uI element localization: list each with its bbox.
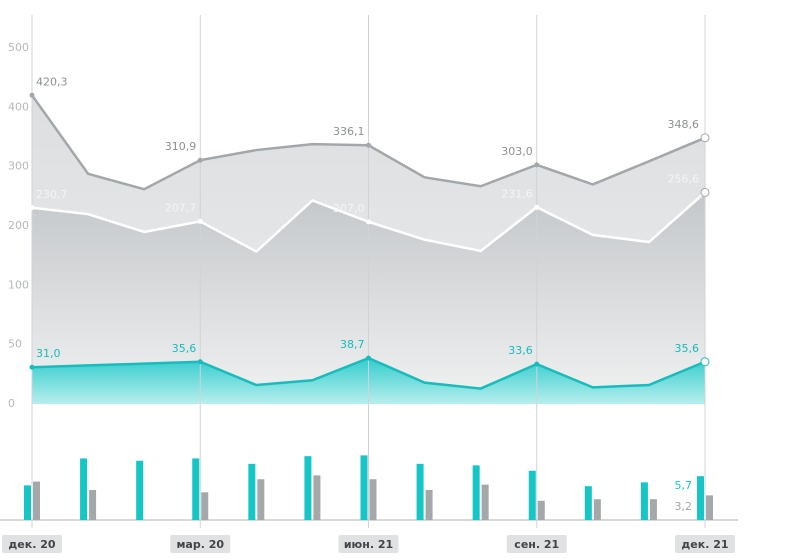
bar (304, 456, 312, 520)
y-tick-label: 500 (8, 41, 29, 54)
y-tick-label: 300 (8, 160, 29, 173)
bar (697, 476, 704, 520)
value-label: 231,6 (501, 187, 533, 200)
bar (416, 463, 424, 520)
point (366, 355, 371, 361)
point (197, 218, 203, 224)
y-tick-label: 0 (8, 397, 15, 410)
value-label: 31,0 (36, 347, 61, 360)
x-label-box (170, 535, 231, 553)
x-label-box (675, 535, 735, 553)
bar (89, 490, 97, 520)
x-label-box (338, 535, 399, 553)
point (366, 142, 371, 148)
bar (257, 479, 265, 520)
value-label: 310,9 (165, 140, 197, 153)
bar (248, 463, 256, 520)
point (29, 364, 35, 370)
bar (593, 499, 601, 520)
value-label: 33,6 (508, 344, 533, 357)
x-tick-label: дек. 20 (8, 538, 55, 551)
x-tick-label: сен. 21 (514, 538, 559, 551)
x-label-box (2, 535, 62, 553)
bar (537, 500, 545, 520)
point (197, 157, 203, 163)
value-label: 230,7 (36, 188, 68, 201)
bar (481, 484, 489, 520)
point (534, 162, 540, 168)
bar-value-label: 5,7 (675, 479, 693, 492)
bar (472, 465, 480, 520)
bar (584, 486, 592, 520)
x-tick-label: июн. 21 (344, 538, 393, 551)
point (197, 359, 203, 365)
x-tick-label: мар. 20 (176, 538, 224, 551)
point (534, 204, 540, 210)
value-label: 35,6 (172, 342, 197, 355)
bar (640, 482, 648, 520)
value-label: 35,6 (675, 342, 700, 355)
bar (528, 470, 536, 520)
bar (706, 495, 713, 520)
bar (192, 458, 200, 520)
bar (201, 492, 209, 520)
value-label: 336,1 (333, 125, 365, 138)
point (700, 187, 710, 197)
value-label: 207,7 (165, 201, 197, 214)
bar-value-label: 3,2 (675, 500, 693, 513)
bar (649, 499, 657, 520)
value-label: 303,0 (501, 145, 533, 158)
y-tick-label: 100 (8, 278, 29, 291)
bar (313, 475, 321, 520)
y-tick-label: 200 (8, 219, 29, 232)
value-label: 207,0 (333, 202, 365, 215)
point (700, 133, 710, 143)
point (534, 361, 540, 367)
bar (369, 479, 377, 520)
bar (80, 458, 88, 520)
value-label: 420,3 (36, 75, 68, 88)
point (700, 357, 710, 367)
x-tick-label: дек. 21 (681, 538, 728, 551)
value-label: 38,7 (340, 338, 365, 351)
x-label-box (506, 535, 567, 553)
bar (425, 490, 433, 520)
bar (360, 455, 368, 520)
point (29, 205, 35, 211)
point (366, 219, 371, 225)
value-label: 348,6 (668, 118, 700, 131)
bar (24, 485, 31, 520)
bar (33, 481, 40, 520)
point (29, 92, 35, 98)
y-tick-label: 400 (8, 100, 29, 113)
value-label: 256,6 (668, 172, 700, 185)
y-tick-label: 50 (8, 338, 22, 351)
bar (136, 460, 144, 520)
